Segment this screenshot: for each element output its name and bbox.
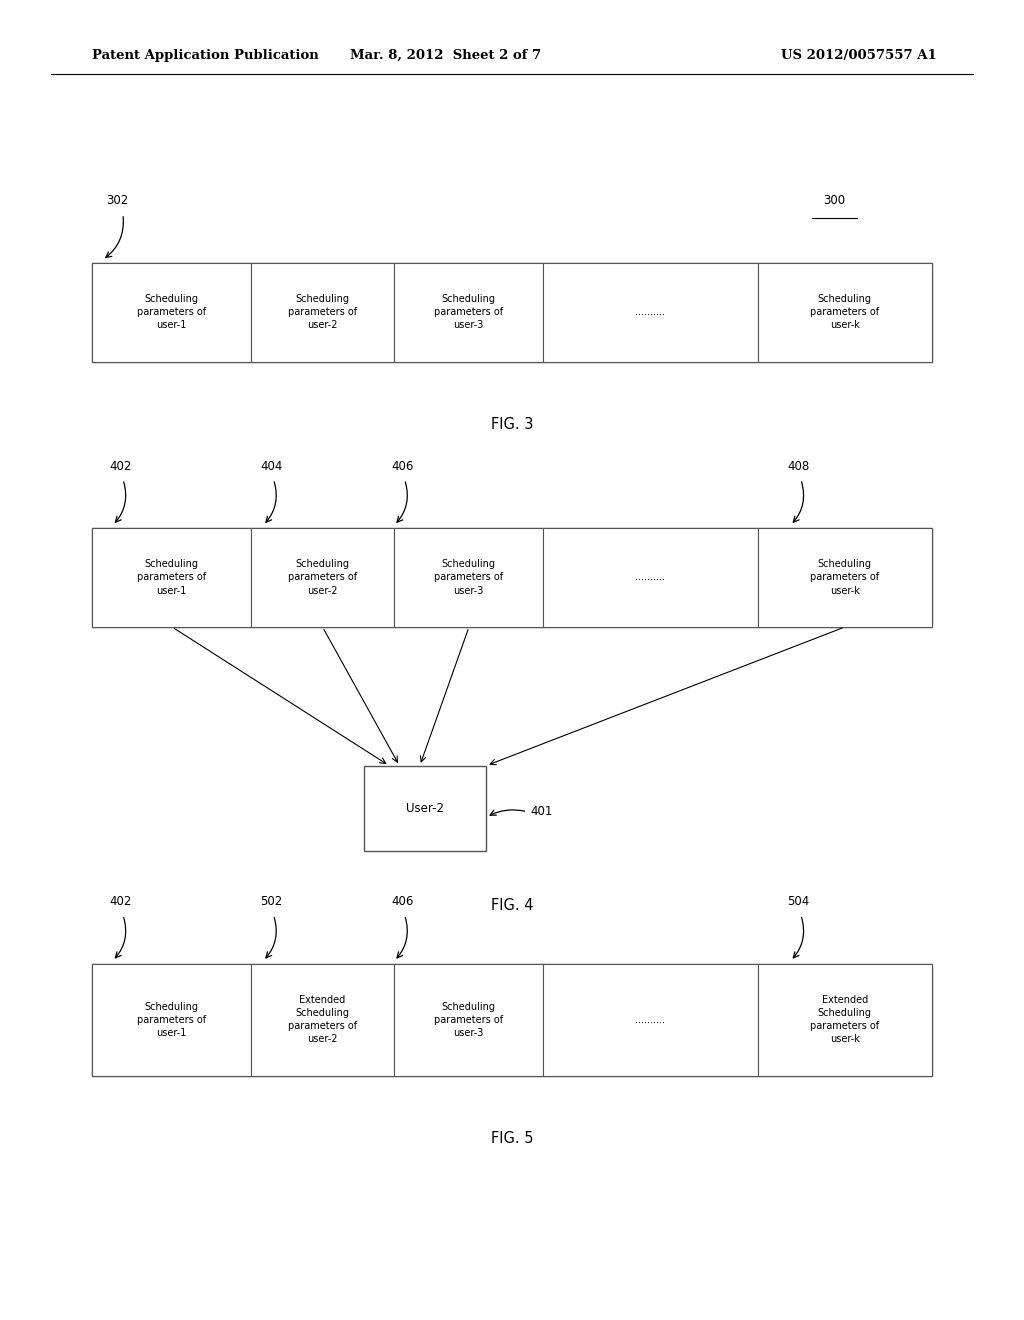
Text: ..........: ..........	[635, 308, 666, 317]
Text: Scheduling
parameters of
user-1: Scheduling parameters of user-1	[137, 560, 206, 595]
Text: Scheduling
parameters of
user-3: Scheduling parameters of user-3	[434, 294, 503, 330]
Text: US 2012/0057557 A1: US 2012/0057557 A1	[781, 49, 937, 62]
Text: 401: 401	[530, 805, 553, 818]
Bar	[394, 263, 543, 362]
Text: 406: 406	[391, 459, 414, 473]
Text: 504: 504	[787, 895, 810, 908]
Text: Patent Application Publication: Patent Application Publication	[92, 49, 318, 62]
Text: 406: 406	[391, 895, 414, 908]
Text: FIG. 5: FIG. 5	[490, 1131, 534, 1146]
Text: FIG. 4: FIG. 4	[490, 898, 534, 912]
Bar	[394, 528, 543, 627]
Text: User-2: User-2	[406, 803, 444, 814]
Text: FIG. 3: FIG. 3	[490, 417, 534, 432]
Bar	[543, 263, 758, 362]
Bar	[758, 528, 932, 627]
Text: Scheduling
parameters of
user-k: Scheduling parameters of user-k	[810, 294, 880, 330]
Bar	[251, 964, 394, 1076]
Bar	[394, 964, 543, 1076]
Text: Extended
Scheduling
parameters of
user-k: Extended Scheduling parameters of user-k	[810, 995, 880, 1044]
Text: Scheduling
parameters of
user-1: Scheduling parameters of user-1	[137, 1002, 206, 1038]
Bar	[543, 528, 758, 627]
Bar	[92, 263, 932, 362]
Text: Mar. 8, 2012  Sheet 2 of 7: Mar. 8, 2012 Sheet 2 of 7	[350, 49, 541, 62]
Text: 300: 300	[823, 194, 846, 207]
Text: Scheduling
parameters of
user-2: Scheduling parameters of user-2	[288, 560, 357, 595]
Text: 404: 404	[260, 459, 283, 473]
Text: ..........: ..........	[635, 1015, 666, 1024]
Bar	[92, 528, 251, 627]
Text: 402: 402	[110, 459, 132, 473]
Bar	[92, 964, 932, 1076]
Bar	[543, 964, 758, 1076]
Text: Scheduling
parameters of
user-1: Scheduling parameters of user-1	[137, 294, 206, 330]
Bar	[92, 263, 251, 362]
Text: 408: 408	[787, 459, 810, 473]
Text: Scheduling
parameters of
user-3: Scheduling parameters of user-3	[434, 560, 503, 595]
Text: Scheduling
parameters of
user-2: Scheduling parameters of user-2	[288, 294, 357, 330]
Bar	[758, 964, 932, 1076]
Text: Scheduling
parameters of
user-k: Scheduling parameters of user-k	[810, 560, 880, 595]
Text: 502: 502	[260, 895, 283, 908]
Bar	[758, 263, 932, 362]
Text: Scheduling
parameters of
user-3: Scheduling parameters of user-3	[434, 1002, 503, 1038]
Bar	[92, 964, 251, 1076]
Bar	[251, 528, 394, 627]
Bar	[92, 528, 932, 627]
Text: 402: 402	[110, 895, 132, 908]
Bar	[251, 263, 394, 362]
Bar	[364, 766, 486, 851]
Text: ..........: ..........	[635, 573, 666, 582]
Text: 302: 302	[106, 194, 129, 207]
Text: Extended
Scheduling
parameters of
user-2: Extended Scheduling parameters of user-2	[288, 995, 357, 1044]
